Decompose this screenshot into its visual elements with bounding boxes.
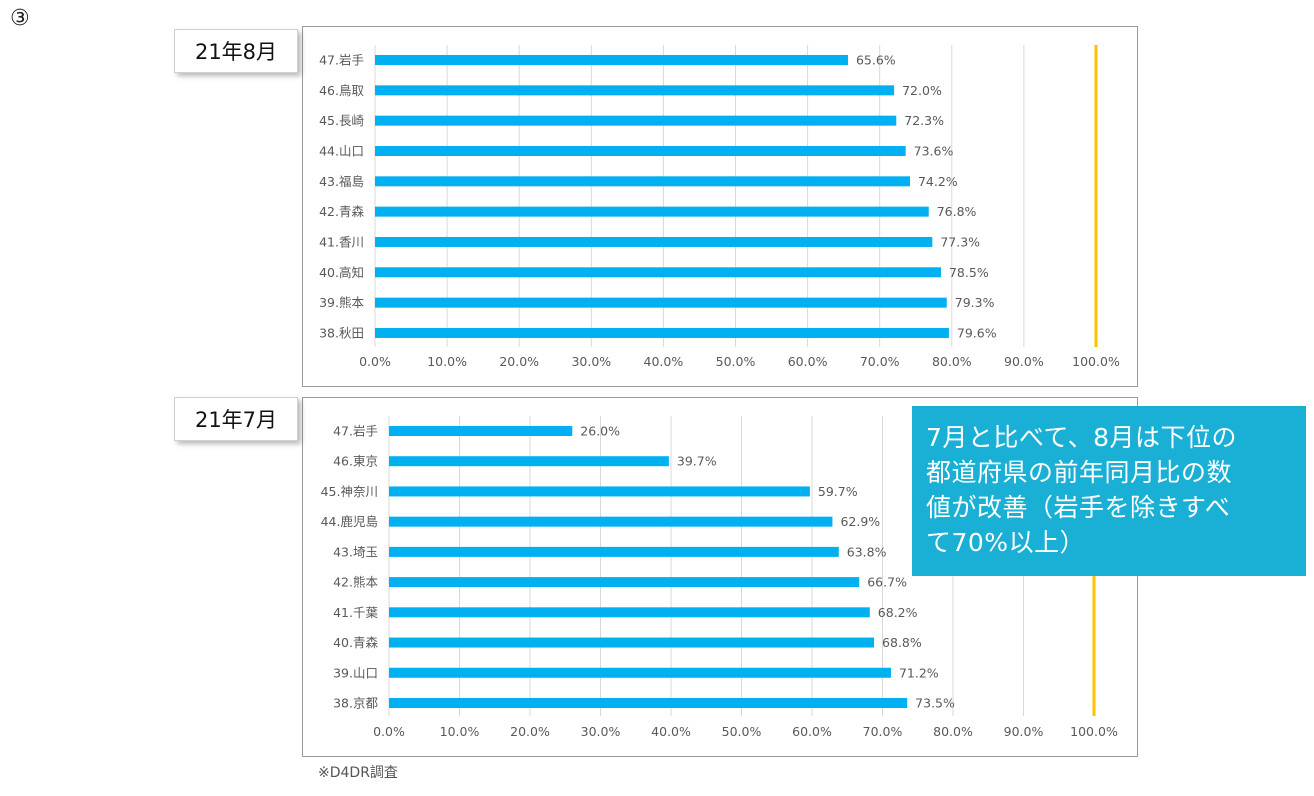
x-tick-label: 100.0% [1070,724,1118,739]
data-label: 73.5% [915,695,955,710]
category-label: 44.山口 [319,143,364,158]
x-tick-label: 60.0% [792,724,832,739]
category-label: 44.鹿児島 [321,514,378,529]
bar [375,55,848,65]
callout-line: 7月と比べて、8月は下位の [926,423,1238,452]
bar [389,607,870,618]
circled-number-marker: ③ [10,6,30,31]
bar [389,546,839,557]
data-label: 63.8% [847,544,887,559]
x-tick-label: 60.0% [788,354,828,369]
callout-note: 7月と比べて、8月は下位の 都道府県の前年同月比の数 値が改善（岩手を除きすべ … [912,406,1306,576]
x-tick-label: 80.0% [932,354,972,369]
data-label: 74.2% [918,174,958,189]
x-tick-label: 50.0% [722,724,762,739]
bar-chart-jul: 0.0% 10.0% 20.0% 30.0% 40.0% 50.0% 60.0% 70.0% 8… [321,416,1118,739]
x-tick-label: 20.0% [499,354,539,369]
data-label: 59.7% [818,484,858,499]
category-label: 42.熊本 [333,575,378,590]
bar [389,697,908,708]
x-tick-label: 30.0% [581,724,621,739]
x-tick-label: 40.0% [651,724,691,739]
data-label: 72.3% [904,113,944,128]
data-label: 39.7% [677,454,717,469]
category-label: 40.高知 [319,265,364,280]
data-label: 68.8% [882,635,922,650]
category-label: 41.香川 [319,234,364,249]
category-label: 43.福島 [319,174,364,189]
x-tick-label: 0.0% [359,354,391,369]
category-label: 45.長崎 [319,113,364,128]
data-label: 62.9% [840,514,880,529]
bar [375,85,895,96]
data-label: 68.2% [878,605,918,620]
bar [389,516,833,527]
data-label: 78.5% [949,265,989,280]
callout-line: 都道府県の前年同月比の数 [926,458,1233,487]
bar [375,176,910,187]
category-label: 46.鳥取 [319,83,364,98]
bar [375,236,933,247]
data-label: 76.8% [937,204,977,219]
chart-title-aug: 21年8月 [174,29,298,73]
bar [389,426,573,436]
category-label: 43.埼玉 [333,544,378,559]
data-label: 73.6% [914,143,954,158]
chart-panel-jul: 0.0% 10.0% 20.0% 30.0% 40.0% 50.0% 60.0% 70.0% 8… [302,397,1138,757]
chart-panel-aug: 0.0% 10.0% 20.0% 30.0% 40.0% 50.0% 60.0% 70.0% 8… [302,26,1138,387]
bar [389,667,891,678]
data-label: 72.0% [902,83,942,98]
x-tick-label: 70.0% [860,354,900,369]
bar [375,327,949,338]
bar [389,456,669,467]
bar [375,145,906,156]
x-tick-label: 10.0% [427,354,467,369]
callout-line: て70%以上） [926,528,1086,557]
x-tick-label: 10.0% [440,724,480,739]
category-label: 38.秋田 [319,325,364,340]
category-label: 39.山口 [333,665,378,680]
x-tick-label: 20.0% [510,724,550,739]
category-label: 38.京都 [333,695,378,710]
bar [389,486,810,497]
bar [375,297,947,308]
bar [375,267,941,278]
bar [375,206,929,217]
data-label: 77.3% [940,234,980,249]
x-tick-label: 100.0% [1072,354,1120,369]
bar [389,577,860,588]
x-tick-label: 0.0% [373,724,405,739]
data-label: 71.2% [899,665,939,680]
source-note: ※D4DR調査 [318,765,398,781]
x-tick-label: 80.0% [933,724,973,739]
x-tick-label: 90.0% [1004,724,1044,739]
x-tick-label: 70.0% [863,724,903,739]
chart-title-jul: 21年7月 [174,397,298,441]
category-label: 47.岩手 [319,53,364,68]
category-label: 46.東京 [333,454,378,469]
category-label: 41.千葉 [333,605,378,620]
data-label: 65.6% [856,53,896,68]
bar-chart-aug: 0.0% 10.0% 20.0% 30.0% 40.0% 50.0% 60.0% 70.0% 8… [319,45,1120,369]
x-tick-label: 40.0% [644,354,684,369]
x-tick-label: 90.0% [1004,354,1044,369]
bar [375,115,897,126]
data-label: 26.0% [580,424,620,439]
x-tick-label: 50.0% [716,354,756,369]
category-label: 42.青森 [319,204,364,219]
category-label: 47.岩手 [333,424,378,439]
x-tick-label: 30.0% [571,354,611,369]
data-label: 79.3% [955,295,995,310]
category-label: 39.熊本 [319,295,364,310]
data-label: 66.7% [867,575,907,590]
category-label: 45.神奈川 [321,484,378,499]
category-label: 40.青森 [333,635,378,650]
bar [389,637,875,648]
callout-line: 値が改善（岩手を除きすべ [926,493,1231,522]
data-label: 79.6% [957,325,997,340]
